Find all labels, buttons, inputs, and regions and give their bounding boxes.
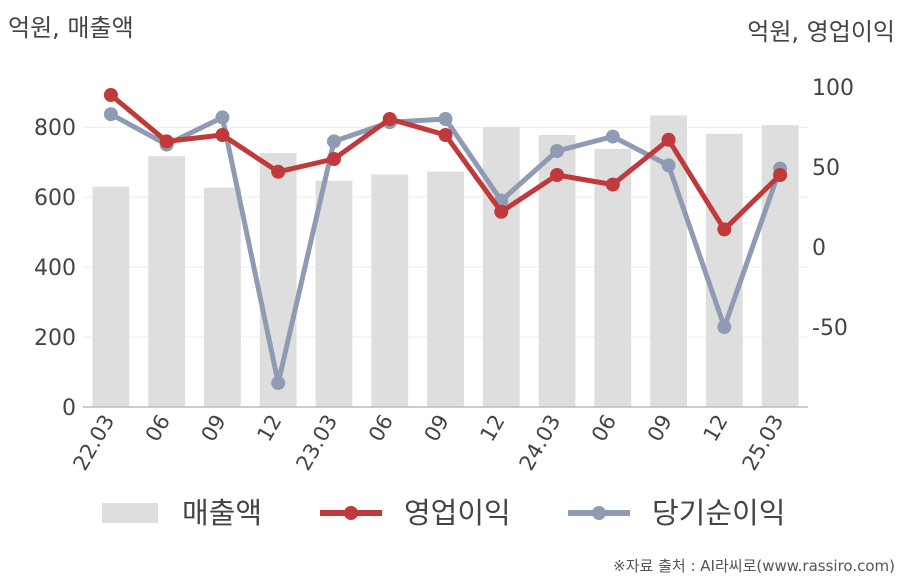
series-point — [717, 320, 732, 334]
series-point — [438, 112, 453, 126]
x-tick-label: 12 — [475, 411, 509, 446]
x-tick-label: 06 — [364, 411, 398, 446]
x-tick-label: 09 — [197, 411, 231, 446]
right-tick-label: 50 — [812, 156, 840, 181]
bar — [594, 148, 632, 407]
bar — [482, 127, 520, 408]
x-tick-label: 09 — [643, 411, 677, 446]
series-point — [326, 134, 341, 149]
left-tick-label: 200 — [34, 326, 76, 351]
legend: 매출액 영업이익 당기순이익 — [102, 496, 785, 530]
x-tick-label: 24.03 — [515, 411, 566, 475]
series-point — [326, 152, 341, 166]
bar — [705, 133, 743, 407]
series-point — [494, 204, 509, 219]
x-tick-label: 12 — [252, 411, 286, 446]
bar — [148, 156, 186, 407]
series-point — [717, 222, 732, 237]
series-point — [271, 376, 286, 390]
series-point — [550, 144, 565, 158]
series-point — [661, 158, 676, 173]
series-point — [773, 168, 788, 182]
left-tick-label: 600 — [34, 186, 76, 211]
bar — [92, 186, 130, 407]
x-tick-label: 23.03 — [291, 411, 342, 475]
series-point — [215, 128, 230, 142]
legend-swatch-marker — [592, 506, 606, 520]
right-tick-label: -50 — [812, 316, 848, 341]
series-point — [605, 177, 620, 192]
x-tick-label: 06 — [587, 411, 621, 446]
x-tick-label: 12 — [699, 411, 733, 446]
series-point — [215, 110, 230, 125]
series-point — [550, 168, 565, 182]
series-point — [159, 134, 174, 149]
left-axis-unit: 억원, 매출액 — [8, 14, 134, 42]
bar — [204, 187, 241, 407]
x-tick-label: 06 — [141, 411, 175, 446]
legend-swatch-marker — [344, 506, 358, 520]
legend-label: 매출액 — [182, 496, 262, 530]
legend-swatch-bar — [102, 503, 158, 523]
left-tick-label: 800 — [34, 116, 76, 141]
x-tick-label: 25.03 — [738, 411, 789, 475]
series-point — [271, 164, 286, 179]
series-point — [103, 88, 118, 102]
bar — [427, 171, 464, 407]
bar — [371, 174, 409, 407]
source-note: ※자료 출처 : AI라씨로(www.rassiro.com) — [613, 557, 895, 575]
series-point — [661, 132, 676, 147]
right-tick-label: 100 — [812, 76, 854, 101]
left-tick-label: 400 — [34, 256, 76, 281]
series-point — [103, 107, 118, 122]
bar — [315, 180, 353, 407]
series-point — [605, 129, 620, 144]
left-tick-label: 0 — [62, 396, 76, 421]
legend-label: 당기순이익 — [652, 496, 785, 530]
line-series — [103, 88, 788, 390]
series-point — [438, 128, 453, 142]
right-axis-unit: 억원, 영업이익 — [747, 18, 895, 46]
legend-label: 영업이익 — [404, 496, 511, 530]
series-point — [382, 112, 397, 126]
bar — [259, 153, 297, 407]
right-tick-label: 0 — [812, 236, 826, 261]
x-tick-label: 09 — [420, 411, 454, 446]
bar-series-revenue — [92, 115, 799, 408]
